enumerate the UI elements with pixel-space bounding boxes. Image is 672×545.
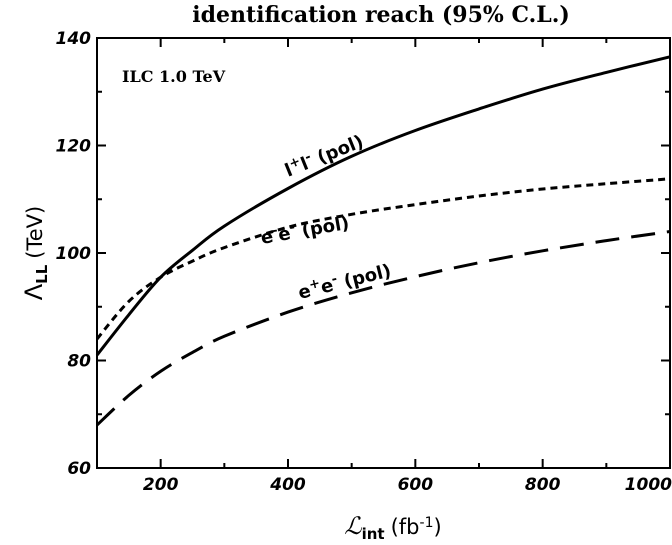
y-axis-label: ΛLL(TeV) (20, 206, 51, 300)
series-line-1 (95, 177, 671, 340)
energy-annotation: ILC 1.0 TeV (122, 67, 226, 86)
axis-ticks: 200 400 600 800 1000 60 80 100 120 140 (56, 29, 672, 495)
series-label-ee-minus: e-e- (pol) (259, 211, 351, 249)
series-line-0 (95, 55, 671, 357)
series-label-ll: l+l- (pol) (281, 129, 366, 181)
y-tick-label: 120 (56, 137, 92, 157)
series-lines (95, 55, 671, 427)
y-tick-label: 140 (56, 29, 92, 49)
y-tick-label: 80 (67, 352, 91, 372)
x-tick-label: 1000 (625, 475, 672, 495)
series-label-ee-plus: e+e- (pol) (296, 259, 394, 304)
y-tick-label: 100 (56, 244, 92, 264)
x-tick-label: 400 (269, 475, 306, 495)
x-axis-label: ℒint (fb-1) (344, 512, 441, 543)
x-tick-label: 800 (525, 475, 561, 495)
x-tick-label: 600 (398, 475, 434, 495)
y-tick-label: 60 (67, 459, 91, 479)
plot-frame (96, 37, 671, 469)
series-line-2 (95, 230, 671, 427)
x-tick-label: 200 (143, 475, 179, 495)
chart-title: identification reach (95% C.L.) (192, 2, 570, 28)
